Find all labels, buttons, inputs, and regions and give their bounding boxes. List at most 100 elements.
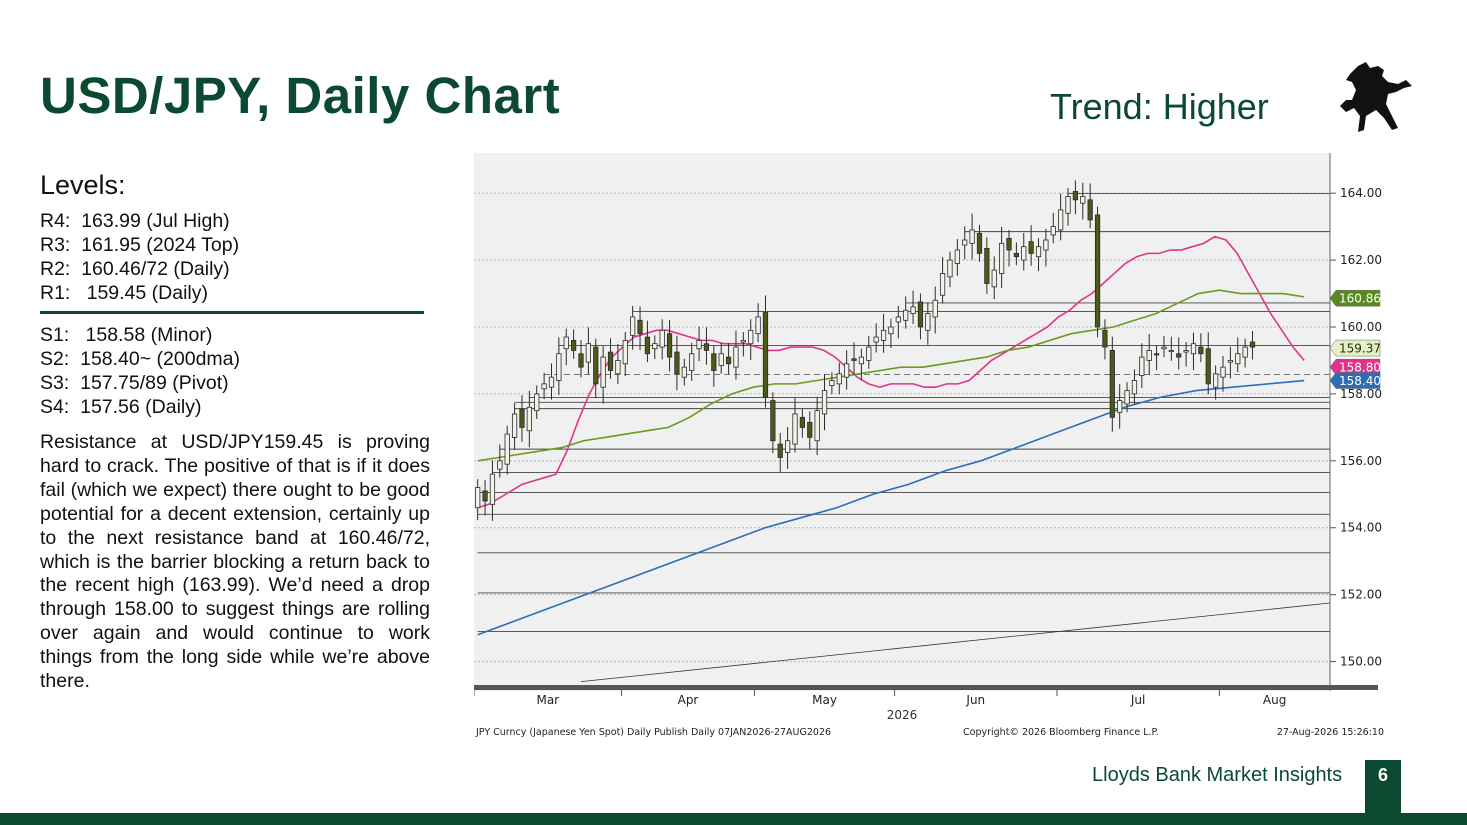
candle-body	[607, 351, 614, 371]
candle-body	[1021, 246, 1027, 261]
axis-background	[1330, 153, 1386, 691]
candle-body	[1102, 329, 1108, 348]
candle-body	[1058, 209, 1064, 231]
candle-body	[1146, 350, 1152, 361]
chart-timestamp: 27-Aug-2026 15:26:10	[1277, 727, 1384, 738]
footer-brand: Lloyds Bank Market Insights	[1092, 764, 1343, 786]
candle-body	[1249, 341, 1256, 348]
candle-body	[947, 259, 953, 278]
candle-body	[976, 232, 983, 254]
candle-body	[888, 326, 894, 335]
ma-label-text: 158.80	[1339, 361, 1381, 375]
candle-body	[829, 380, 835, 386]
ma-label-box	[1329, 339, 1381, 357]
candle-body	[903, 309, 909, 321]
y-tick-label: 150.00	[1340, 655, 1382, 669]
candle-body	[799, 416, 805, 428]
moving-averages	[477, 235, 1305, 636]
candle-body	[1109, 350, 1115, 418]
candle-body	[785, 440, 791, 453]
candle-body	[836, 373, 842, 385]
candle-body	[858, 356, 865, 365]
series-160.86	[477, 289, 1305, 462]
candle-body	[792, 413, 798, 445]
usdjpy-daily-chart: 164.00 162.00 160.00 158.00 156.00 154.00 152.…	[473, 153, 1386, 740]
ma-label-text: 160.86	[1339, 292, 1381, 306]
candle-body	[578, 353, 584, 368]
bottom-bar	[0, 813, 1467, 825]
chart-copyright: Copyright© 2026 Bloomberg Finance L.P.	[963, 727, 1159, 738]
candle-body	[674, 351, 680, 375]
y-axis-ticks: 164.00 162.00 160.00 158.00 156.00 154.00 152.…	[1330, 186, 1382, 669]
y-tick-label: 152.00	[1340, 588, 1382, 602]
candle-body	[497, 460, 503, 470]
candle-body	[622, 339, 628, 365]
candle-body	[571, 339, 577, 351]
candle-body	[1013, 252, 1019, 258]
candle-body	[644, 336, 651, 355]
x-tick-label: Apr	[678, 693, 699, 707]
candle-body	[548, 376, 555, 388]
trendline	[580, 602, 1331, 683]
candle-body	[1205, 348, 1211, 385]
candle-body	[593, 346, 599, 385]
series-158.80	[477, 235, 1305, 509]
candle-body	[563, 336, 569, 350]
series-158.40	[477, 379, 1305, 636]
candle-body	[1242, 346, 1248, 358]
candle-body	[659, 329, 665, 348]
candle-body	[984, 247, 990, 284]
candle-body	[895, 316, 901, 323]
candle-body	[962, 239, 968, 246]
resistance-level-4: R4: 163.99 (Jul High)	[40, 210, 230, 232]
chart-svg: 164.00 162.00 160.00 158.00 156.00 154.00 152.…	[473, 153, 1386, 740]
candle-body	[762, 311, 769, 398]
y-tick-label: 162.00	[1340, 253, 1382, 267]
candle-body	[1124, 390, 1130, 405]
candle-body	[600, 356, 606, 388]
candle-body	[1094, 214, 1101, 328]
candle-body	[733, 346, 739, 368]
x-axis-bar	[474, 685, 1378, 690]
candle-body	[1131, 380, 1138, 395]
candle-body	[939, 273, 946, 296]
black-horse-logo-icon	[1340, 62, 1412, 132]
support-level-2: S2: 158.40~ (200dma)	[40, 348, 241, 370]
candle-body	[910, 306, 916, 315]
y-tick-label: 154.00	[1340, 521, 1382, 535]
candle-body	[1213, 373, 1219, 388]
candles	[475, 180, 1256, 521]
candle-body	[652, 343, 658, 350]
candle-body	[1220, 366, 1226, 378]
candle-body	[511, 413, 518, 438]
candle-body	[932, 299, 938, 318]
y-tick-label: 156.00	[1340, 454, 1382, 468]
candle-body	[1117, 400, 1123, 413]
candle-body	[615, 360, 621, 375]
trend-label: Trend: Higher	[1050, 86, 1269, 127]
support-level-3: S3: 157.75/89 (Pivot)	[40, 372, 229, 394]
candle-body	[504, 433, 510, 465]
ma-label-box	[1329, 289, 1381, 307]
candle-body	[703, 343, 710, 351]
candle-body	[851, 358, 857, 361]
candle-body	[1028, 241, 1034, 254]
candle-body	[725, 356, 732, 365]
x-tick-label: Jun	[965, 693, 985, 707]
candle-body	[1168, 350, 1174, 353]
candle-body	[666, 333, 673, 358]
candle-body	[844, 363, 850, 378]
gridlines	[474, 192, 1330, 663]
resistance-level-1: R1: 159.45 (Daily)	[40, 282, 208, 304]
candle-body	[519, 408, 525, 428]
candle-body	[999, 242, 1005, 274]
candle-body	[1050, 226, 1056, 236]
candle-body	[489, 473, 496, 505]
candle-body	[526, 406, 532, 432]
candle-body	[954, 249, 960, 264]
candle-body	[689, 353, 695, 371]
candle-body	[534, 393, 540, 412]
candle-body	[748, 329, 754, 345]
resistance-level-3: R3: 161.95 (2024 Top)	[40, 234, 240, 256]
